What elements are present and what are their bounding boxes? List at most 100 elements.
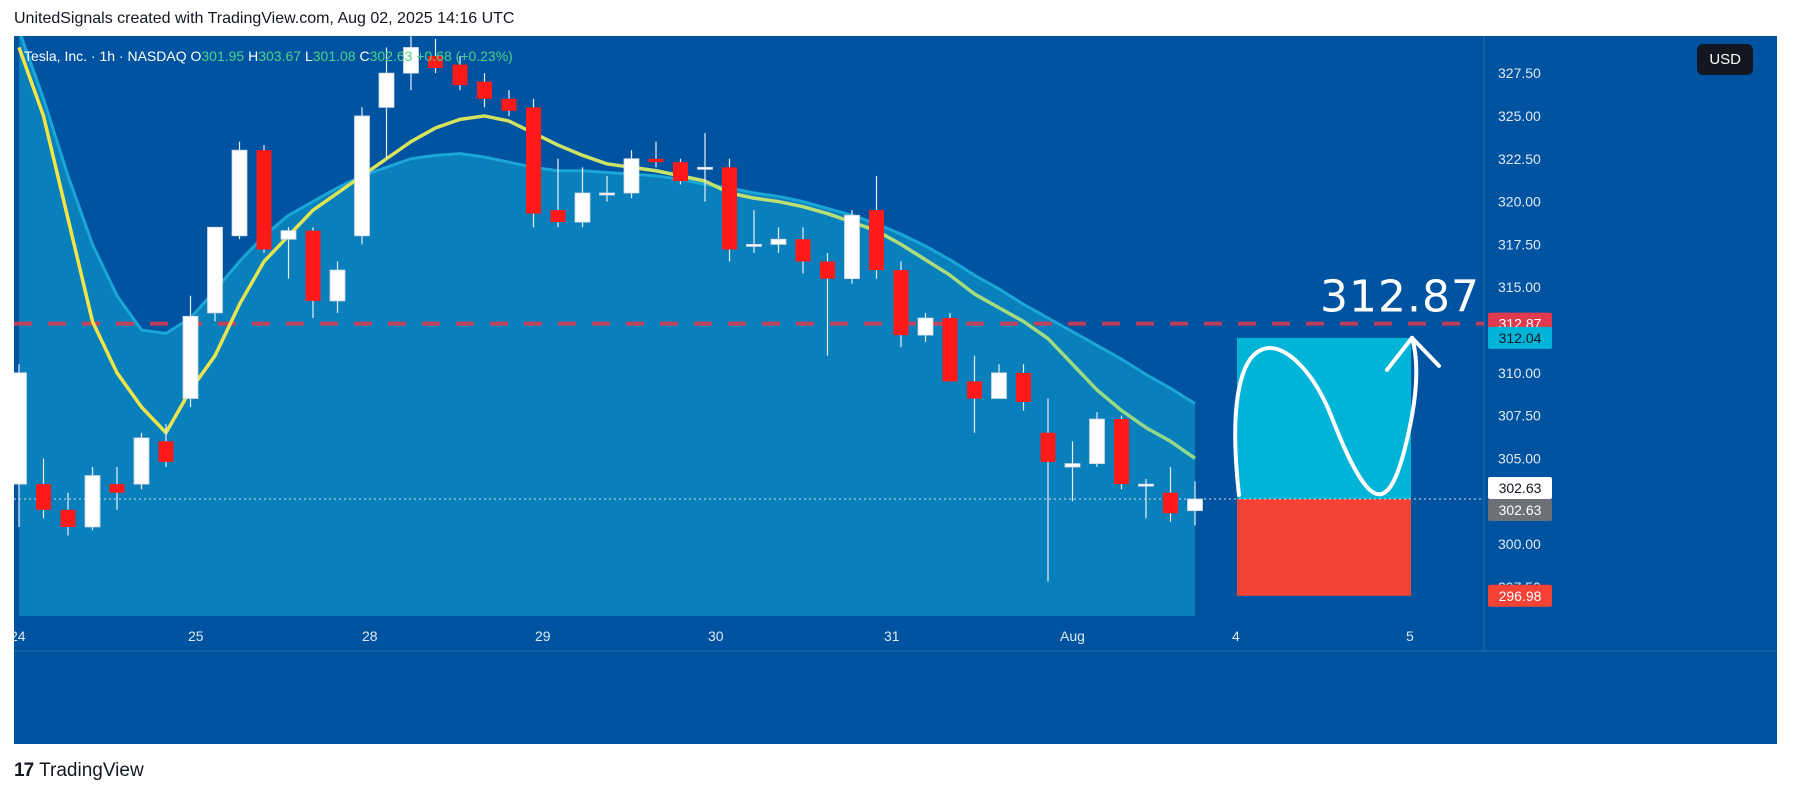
stop-zone xyxy=(1237,499,1411,596)
candle xyxy=(280,227,297,279)
candle xyxy=(942,312,958,382)
candle-body xyxy=(673,162,688,182)
time-tick-label: 24 xyxy=(14,628,26,644)
price-tick-label: 322.50 xyxy=(1498,151,1541,167)
candle xyxy=(109,467,125,510)
price-chart[interactable]: 312.87 Tesla, Inc. · 1h · NASDAQ O301.95 … xyxy=(14,36,1777,744)
candle xyxy=(60,492,76,536)
candle xyxy=(305,227,321,319)
time-tick-label: 28 xyxy=(362,628,378,644)
candle xyxy=(1138,478,1154,519)
candle xyxy=(329,261,346,313)
currency-button[interactable]: USD xyxy=(1697,44,1753,75)
candle xyxy=(967,355,982,433)
price-badge-bg xyxy=(1488,326,1552,349)
candle xyxy=(428,38,443,74)
candle-body xyxy=(942,318,958,382)
candle xyxy=(501,90,517,116)
candle-body xyxy=(917,317,934,336)
candle xyxy=(550,158,566,228)
time-tick-label: 29 xyxy=(535,628,551,644)
candle xyxy=(820,252,835,356)
price-tick-label: 305.00 xyxy=(1498,450,1541,466)
candle-body xyxy=(844,214,860,280)
price-badge: 312.04 xyxy=(1488,326,1552,349)
candle-body xyxy=(14,372,27,485)
ema-fast-line xyxy=(17,46,1197,460)
candle xyxy=(477,73,492,108)
candle xyxy=(991,364,1007,399)
candle-body xyxy=(893,270,909,336)
candle-body xyxy=(501,98,517,111)
candle-body xyxy=(256,150,272,250)
target-zone xyxy=(1237,337,1411,500)
candle-body xyxy=(526,107,541,214)
legend-o-value: 301.95 xyxy=(201,48,248,64)
candle xyxy=(207,226,223,322)
candle xyxy=(574,167,591,228)
candle-body xyxy=(378,72,395,108)
price-tick-label: 310.00 xyxy=(1498,365,1541,381)
chart-frame[interactable]: 312.87 Tesla, Inc. · 1h · NASDAQ O301.95 … xyxy=(14,36,1777,744)
price-badge-label: 302.63 xyxy=(1499,502,1542,518)
candle xyxy=(746,210,762,253)
time-tick-label: 4 xyxy=(1232,628,1240,644)
candle-body xyxy=(967,381,982,399)
candle xyxy=(648,141,664,168)
tradingview-footer: 17 TradingView xyxy=(14,760,144,782)
time-tick-label: Aug xyxy=(1060,628,1085,644)
ema-band-area xyxy=(19,36,1195,616)
candle-body xyxy=(1187,498,1203,512)
candle-body xyxy=(1016,372,1031,402)
tradingview-logo-text: TradingView xyxy=(39,760,144,781)
candle xyxy=(14,364,27,527)
price-tick-label: 320.00 xyxy=(1498,194,1541,210)
candle xyxy=(452,56,468,91)
candle xyxy=(1040,398,1056,582)
candle-body xyxy=(623,158,640,194)
price-badge-bg xyxy=(1488,499,1552,522)
candle xyxy=(354,107,370,245)
legend-change: +0.68 (+0.23%) xyxy=(416,48,513,64)
price-tick-label: 327.50 xyxy=(1498,65,1541,81)
header-text: UnitedSignals created with TradingView.c… xyxy=(14,10,515,27)
price-badge: 302.63 xyxy=(1488,477,1552,500)
candle-body xyxy=(207,226,223,314)
price-badge-label: 296.98 xyxy=(1499,588,1542,604)
candle-body xyxy=(991,372,1007,399)
ohlc-legend: Tesla, Inc. · 1h · NASDAQ O301.95 H303.6… xyxy=(24,48,513,64)
candle xyxy=(378,47,395,159)
price-tick-label: 315.00 xyxy=(1498,279,1541,295)
candle-body xyxy=(84,475,101,528)
candle xyxy=(1089,412,1105,468)
candle xyxy=(526,98,541,228)
candle-body xyxy=(648,158,664,163)
price-tick-label: 307.50 xyxy=(1498,408,1541,424)
candle-body xyxy=(452,64,468,86)
candle xyxy=(84,467,101,531)
price-tick-label: 317.50 xyxy=(1498,236,1541,252)
candle xyxy=(36,458,51,519)
candle xyxy=(722,158,737,262)
candle xyxy=(403,36,419,91)
candle xyxy=(599,175,615,202)
candle xyxy=(770,227,787,253)
candle xyxy=(673,158,688,185)
candle-body xyxy=(403,47,419,74)
candle-body xyxy=(60,509,76,527)
legend-c-label: C xyxy=(359,48,369,64)
candle xyxy=(133,432,150,490)
legend-h-value: 303.67 xyxy=(258,48,305,64)
candle-body xyxy=(1138,483,1154,487)
time-tick-label: 5 xyxy=(1406,628,1414,644)
candle xyxy=(844,210,860,284)
candle-body xyxy=(133,437,150,485)
price-tick-label: 325.00 xyxy=(1498,108,1541,124)
candle-body xyxy=(869,210,884,271)
legend-l-label: L xyxy=(305,48,313,64)
candle xyxy=(917,312,934,342)
candle xyxy=(697,133,713,202)
candle-body xyxy=(746,243,762,247)
candle xyxy=(1187,481,1203,526)
candle xyxy=(623,150,640,199)
